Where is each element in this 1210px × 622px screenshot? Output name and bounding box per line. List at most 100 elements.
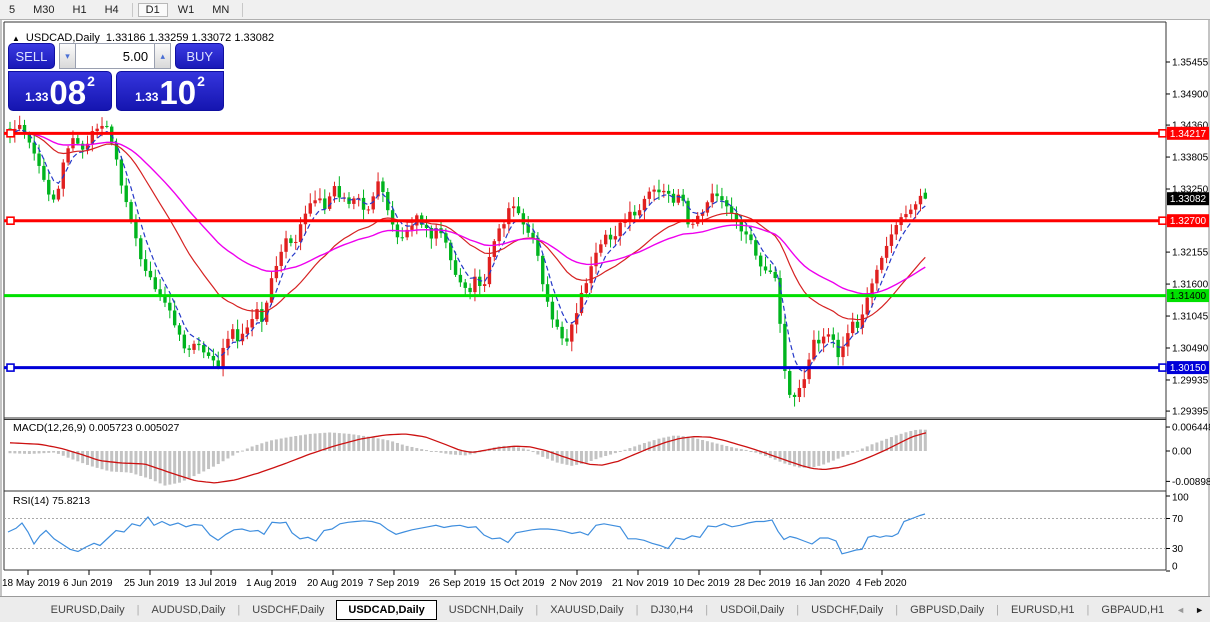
chart-tab-EURUSD-H1[interactable]: EURUSD,H1 [999, 601, 1087, 619]
macd-bar [154, 451, 157, 481]
macd-bar [779, 451, 782, 462]
collapse-triangle-icon[interactable]: ▲ [12, 34, 20, 43]
candle-body [444, 233, 447, 242]
macd-bar [556, 451, 559, 463]
candle-body [570, 324, 573, 341]
macd-bar [585, 451, 588, 463]
macd-bar [735, 448, 738, 451]
macd-bar [599, 451, 602, 457]
macd-bar [372, 437, 375, 451]
candle-body [497, 228, 500, 241]
tf-button-5[interactable]: 5 [1, 3, 23, 17]
candle-body [42, 166, 45, 180]
macd-bar [662, 438, 665, 451]
chart-tab-USDCAD-Daily[interactable]: USDCAD,Daily [336, 600, 436, 620]
chart-tab-GBPAUD-H1[interactable]: GBPAUD,H1 [1089, 601, 1176, 619]
macd-bar [822, 451, 825, 464]
candle-body [212, 356, 215, 360]
macd-bar [241, 451, 244, 452]
sell-button[interactable]: SELL [8, 43, 55, 69]
tab-scroll-left-icon[interactable]: ◄ [1176, 605, 1185, 615]
tf-button-H1[interactable]: H1 [65, 3, 95, 17]
macd-label: MACD(12,26,9) 0.005723 0.005027 [13, 422, 180, 434]
macd-bar [420, 449, 423, 451]
candle-body [730, 206, 733, 213]
chart-tab-USDCHF-Daily[interactable]: USDCHF,Daily [240, 601, 336, 619]
candle-body [662, 191, 665, 192]
volume-input[interactable] [76, 43, 154, 69]
date-label: 21 Nov 2019 [612, 578, 669, 589]
hline-marker[interactable] [1159, 217, 1166, 224]
macd-bar [401, 445, 404, 451]
sell-price-pane[interactable]: 1.33 08 2 [8, 71, 112, 111]
macd-bar [367, 437, 370, 451]
candle-body [149, 271, 152, 277]
candle-body [66, 148, 69, 162]
macd-bar [377, 438, 380, 451]
date-label: 15 Oct 2019 [490, 578, 545, 589]
macd-bar [52, 451, 55, 453]
hline-marker[interactable] [7, 364, 14, 371]
macd-bar [38, 451, 41, 453]
volume-increase-button[interactable]: ▴ [154, 43, 171, 69]
candle-body [304, 214, 307, 225]
macd-bar [163, 451, 166, 486]
candle-body [667, 191, 670, 194]
macd-bar [667, 437, 670, 451]
tab-scroll-right-icon[interactable]: ► [1195, 605, 1204, 615]
buy-button[interactable]: BUY [175, 43, 224, 69]
candle-body [367, 209, 370, 210]
macd-bar [774, 451, 777, 460]
chart-tab-USDOil-Daily[interactable]: USDOil,Daily [708, 601, 796, 619]
chart-tab-DJ30-H4[interactable]: DJ30,H4 [638, 601, 705, 619]
chart-tab-AUDUSD-Daily[interactable]: AUDUSD,Daily [139, 601, 237, 619]
macd-bar [459, 451, 462, 455]
macd-bar [207, 451, 210, 469]
candle-body [120, 159, 123, 185]
macd-bar [532, 451, 535, 452]
macd-bar [255, 445, 258, 451]
tf-button-W1[interactable]: W1 [170, 3, 203, 17]
macd-bar [280, 439, 283, 451]
chart-tab-EURUSD-Daily[interactable]: EURUSD,Daily [39, 601, 137, 619]
toolbar-separator [132, 3, 133, 17]
candle-body [313, 200, 316, 203]
tf-button-M30[interactable]: M30 [25, 3, 62, 17]
tf-button-D1[interactable]: D1 [138, 3, 168, 17]
hline-marker[interactable] [1159, 364, 1166, 371]
candle-body [376, 181, 379, 196]
macd-bar [701, 440, 704, 451]
hline-marker[interactable] [7, 130, 14, 137]
candle-body [221, 348, 224, 367]
candle-body [158, 289, 161, 294]
hline-marker[interactable] [7, 217, 14, 224]
buy-price-pane[interactable]: 1.33 10 2 [116, 71, 224, 111]
chart-tab-USDCHF-Daily[interactable]: USDCHF,Daily [799, 601, 895, 619]
horizontal-level-lines [4, 130, 1166, 371]
chart-tab-USDCNH-Daily[interactable]: USDCNH,Daily [437, 601, 536, 619]
candle-body [468, 288, 471, 292]
candle-body [885, 246, 888, 258]
macd-bar [33, 451, 36, 454]
price-tick-label: 1.32155 [1172, 248, 1209, 259]
macd-bar [62, 451, 65, 456]
candle-body [740, 221, 743, 231]
chart-tab-GBPUSD-Daily[interactable]: GBPUSD,Daily [898, 601, 996, 619]
sell-price-base: 1.33 [25, 90, 48, 104]
hline-marker[interactable] [1159, 130, 1166, 137]
volume-decrease-button[interactable]: ▾ [59, 43, 76, 69]
tf-button-H4[interactable]: H4 [97, 3, 127, 17]
chart-tab-XAUUSD-Daily[interactable]: XAUUSD,Daily [538, 601, 635, 619]
macd-bar [222, 451, 225, 461]
macd-bar [841, 451, 844, 457]
macd-bar [914, 430, 917, 451]
trade-panel-top-row: SELL ▾ ▴ BUY [8, 43, 224, 69]
macd-bar [193, 451, 196, 476]
macd-bar [57, 451, 60, 454]
macd-bar [309, 434, 312, 451]
macd-bar [299, 435, 302, 451]
tf-button-MN[interactable]: MN [204, 3, 237, 17]
